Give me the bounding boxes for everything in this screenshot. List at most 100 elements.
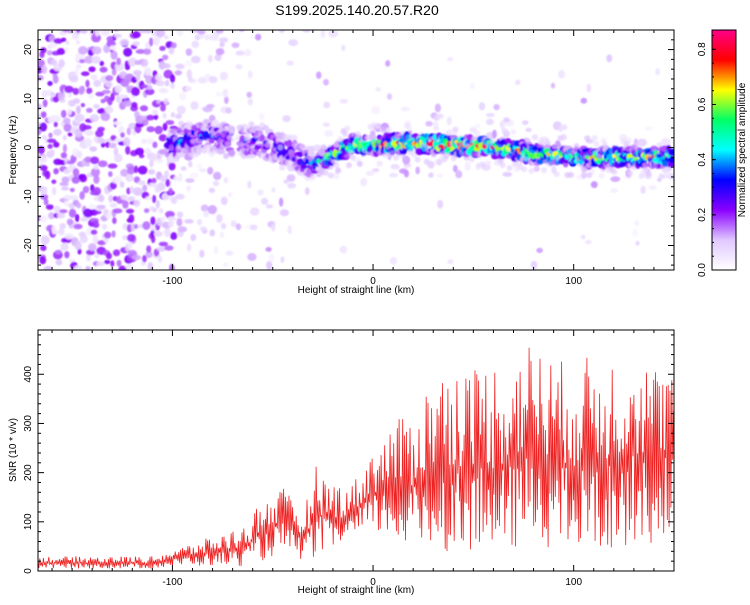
noise-blob [51,115,62,123]
colorbar-tick-label: 0.4 [697,152,708,166]
noise-blob [118,94,129,99]
ridge-cell [641,162,649,168]
noise-blob [648,184,657,190]
noise-blob [53,128,62,136]
ridge-halo [327,172,334,179]
noise-blob [88,243,97,252]
ridge-halo [625,137,632,144]
noise-blob [109,45,118,51]
noise-blob [62,143,68,153]
noise-blob [146,126,155,133]
noise-blob [177,226,188,233]
noise-blob [93,79,102,88]
ridge-halo [192,152,199,159]
ridge-halo [201,125,208,132]
noise-blob [125,208,135,214]
noise-blob [288,39,298,47]
noise-blob [38,75,44,81]
noise-blob [606,54,613,63]
noise-blob [339,99,349,104]
noise-blob [283,179,289,184]
noise-blob [196,218,203,226]
noise-blob [64,85,74,94]
noise-blob [153,114,159,121]
noise-blob [187,160,193,168]
noise-blob [390,163,400,170]
noise-blob [365,170,375,176]
noise-blob [60,152,68,159]
noise-blob [151,177,157,184]
noise-blob [114,175,122,185]
noise-blob [174,70,183,76]
noise-blob [160,104,166,112]
noise-blob [469,82,475,90]
noise-blob [84,130,95,136]
noise-blob [164,79,170,87]
x-tick-label: 100 [565,276,582,287]
noise-blob [74,213,80,223]
ridge-halo [443,152,450,159]
noise-blob [134,60,142,65]
noise-blob [161,216,166,224]
noise-blob [212,180,220,187]
ridge-cell [668,156,674,164]
noise-blob [43,198,49,206]
colorbar-tick-label: 0.6 [697,97,708,111]
noise-blob [89,146,98,152]
noise-blob [61,176,70,184]
noise-blob [452,164,458,173]
ridge-halo [322,169,329,176]
ridge-halo [385,127,392,134]
noise-blob [64,251,70,259]
noise-blob [230,220,237,228]
noise-blob [50,92,56,97]
noise-blob [199,226,207,231]
noise-blob [436,113,444,119]
y-tick-label: 100 [23,513,34,530]
ridge-halo [506,164,513,171]
noise-blob [67,132,73,137]
noise-blob [185,48,193,56]
noise-blob [158,208,164,214]
noise-blob [127,241,133,251]
noise-blob [403,169,410,178]
noise-blob [90,55,101,64]
ridge-halo [392,154,399,161]
noise-blob [85,266,91,270]
noise-blob [301,30,311,33]
noise-blob [219,41,225,48]
noise-blob [188,78,197,84]
noise-blob [68,208,77,218]
y-tick-label: 400 [23,365,34,382]
noise-blob [222,262,229,267]
noise-blob [492,129,497,139]
y-tick-label: 0 [23,144,34,150]
noise-blob [150,216,156,226]
noise-blob [386,93,393,100]
noise-blob [198,168,207,173]
noise-blob [74,113,85,123]
noise-blob [156,246,167,252]
noise-blob [143,30,153,34]
ridge-cell [247,154,256,159]
noise-blob [99,60,105,67]
noise-blob [207,166,214,175]
noise-blob [247,70,253,79]
noise-blob [170,196,178,205]
noise-blob [258,112,265,121]
noise-blob [88,66,96,73]
noise-blob [464,161,471,171]
noise-blob [66,218,74,226]
noise-blob [190,101,199,110]
noise-blob [96,204,106,210]
noise-blob [48,132,53,138]
snr-y-axis-label: SNR (10 * v/v) [8,418,19,482]
noise-blob [64,47,69,52]
noise-blob [389,257,398,265]
noise-blob [176,218,183,227]
noise-blob [171,42,177,49]
noise-blob [79,191,85,200]
noise-blob [40,111,47,119]
noise-blob [525,127,532,133]
